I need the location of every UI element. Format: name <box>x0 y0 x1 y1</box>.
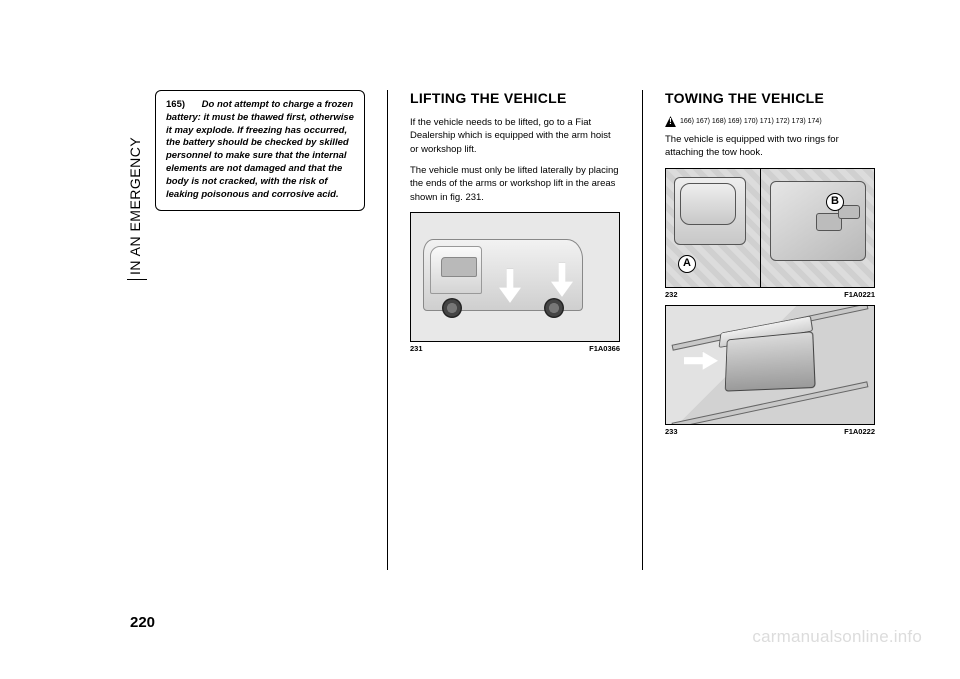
column-1: 165) Do not attempt to charge a frozen b… <box>155 90 365 570</box>
warning-text: Do not attempt to charge a frozen batter… <box>166 99 354 200</box>
column-2: LIFTING THE VEHICLE If the vehicle needs… <box>410 90 620 570</box>
towing-p1: The vehicle is equipped with two rings f… <box>665 133 875 160</box>
figure-number: 233 <box>665 427 678 436</box>
warning-number: 165) <box>166 99 185 110</box>
towing-title: TOWING THE VEHICLE <box>665 90 875 106</box>
warning-triangle-icon <box>665 116 676 127</box>
column-divider <box>642 90 643 570</box>
figure-232: A B <box>665 168 875 288</box>
figure-number: 232 <box>665 290 678 299</box>
lifting-title: LIFTING THE VEHICLE <box>410 90 620 106</box>
ref-list: 166) 167) 168) 169) 170) 171) 172) 173) … <box>680 118 822 125</box>
figure-231 <box>410 212 620 342</box>
section-tab: IN AN EMERGENCY <box>127 90 147 280</box>
content-columns: 165) Do not attempt to charge a frozen b… <box>155 90 875 570</box>
warning-box: 165) Do not attempt to charge a frozen b… <box>155 90 365 211</box>
figure-code: F1A0222 <box>844 427 875 436</box>
figure-233-caption: 233 F1A0222 <box>665 427 875 436</box>
figure-233 <box>665 305 875 425</box>
figure-code: F1A0221 <box>844 290 875 299</box>
figure-231-caption: 231 F1A0366 <box>410 344 620 353</box>
lifting-p1: If the vehicle needs to be lifted, go to… <box>410 116 620 156</box>
callout-a: A <box>678 255 696 273</box>
lifting-p2: The vehicle must only be lifted laterall… <box>410 164 620 204</box>
column-divider <box>387 90 388 570</box>
reference-numbers: 166) 167) 168) 169) 170) 171) 172) 173) … <box>665 116 875 127</box>
column-3: TOWING THE VEHICLE 166) 167) 168) 169) 1… <box>665 90 875 570</box>
callout-b: B <box>826 193 844 211</box>
figure-number: 231 <box>410 344 423 353</box>
figure-232-caption: 232 F1A0221 <box>665 290 875 299</box>
figure-code: F1A0366 <box>589 344 620 353</box>
page-number: 220 <box>130 614 155 631</box>
watermark: carmanualsonline.info <box>752 627 922 647</box>
manual-page: IN AN EMERGENCY 165) Do not attempt to c… <box>155 90 875 570</box>
